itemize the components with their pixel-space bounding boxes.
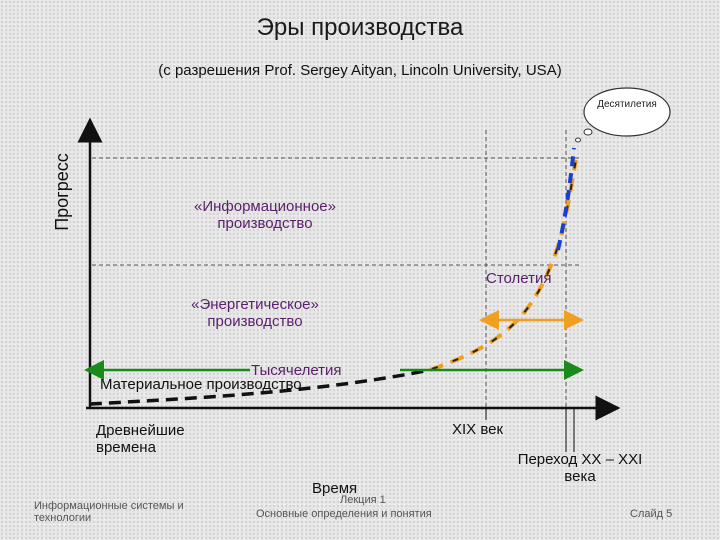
footer-center-bottom: Основные определения и понятия — [256, 508, 432, 520]
information-era-label: «Информационное» производство — [194, 198, 336, 232]
material-era-label: Материальное производство — [100, 376, 302, 393]
energy-era-label: «Энергетическое» производство — [191, 296, 319, 330]
footer-left: Информационные системы и технологии — [34, 500, 184, 524]
progress-curve-blue — [556, 147, 576, 251]
decades-bubble — [583, 87, 671, 137]
progress-curve-overlay — [431, 159, 577, 370]
century-19-label: XIX век — [452, 421, 504, 438]
footer-right: Слайд 5 — [630, 508, 673, 520]
slide-title: Эры производства — [256, 14, 464, 41]
millennia-label: Тысячелетия — [251, 362, 342, 379]
bubble-dot-1 — [583, 128, 593, 136]
y-axis-label: Прогресс — [52, 153, 72, 231]
transition-label: Переход XX – XXI века — [517, 451, 643, 485]
bubble-dot-2 — [575, 137, 581, 143]
ancient-times-label: Древнейшие времена — [96, 422, 185, 456]
decades-label: Десятилетия — [597, 99, 657, 110]
progress-curve-black — [89, 368, 431, 406]
centuries-label: Столетия — [486, 270, 552, 287]
x-axis-label: Время — [312, 480, 358, 497]
slide-subtitle: (с разрешения Prof. Sergey Aityan, Linco… — [158, 62, 562, 79]
footer-center-top: Лекция 1 — [340, 494, 386, 506]
